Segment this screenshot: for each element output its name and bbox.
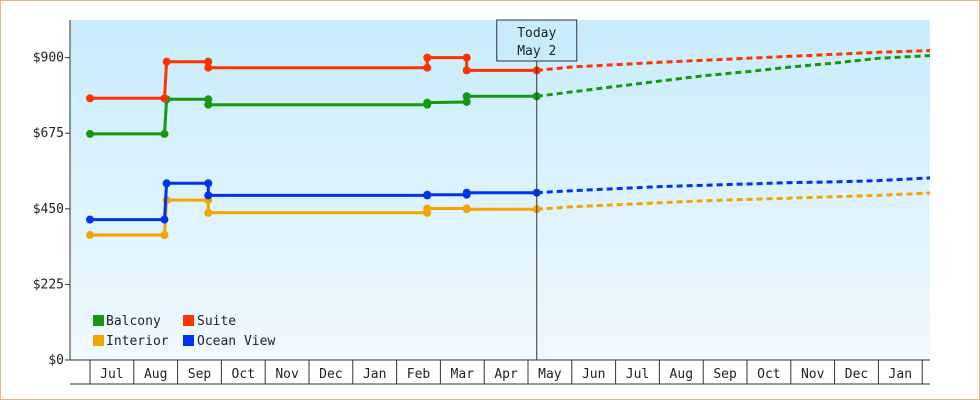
x-month-label: Nov [801,367,825,382]
x-month-label: Jan [363,367,386,382]
data-point-interior [423,204,432,213]
x-month-label: Dec [845,367,868,382]
x-month-label: Oct [757,367,780,382]
data-point-suite [86,94,94,103]
data-point-suite [462,66,471,75]
y-tick-label: $0 [48,353,64,368]
legend-swatch-suite [183,315,194,326]
x-month-label: Aug [670,367,693,382]
x-month-label: Jun [582,367,605,382]
data-point-suite [423,63,432,72]
data-point-balcony [423,98,432,107]
x-month-label: Nov [275,367,299,382]
data-point-interior [160,231,169,240]
data-point-suite [204,57,213,66]
legend-label-interior: Interior [106,334,169,349]
x-month-label: Apr [494,367,518,382]
legend-label-balcony: Balcony [106,314,161,329]
data-point-suite [162,57,171,66]
y-tick-label: $900 [33,51,64,66]
data-point-ocean-view [204,179,213,188]
series-line-suite [90,56,537,100]
x-month-label: Feb [407,367,431,382]
x-month-label: Mar [451,367,475,382]
x-month-label: Oct [232,367,255,382]
data-point-ocean-view [162,179,171,188]
today-marker-box [496,19,578,62]
data-point-suite [462,53,471,62]
data-point-interior [462,205,471,214]
series-forecast-balcony [536,54,931,98]
data-point-ocean-view [86,215,94,224]
x-month-label: Sep [713,367,737,382]
data-point-balcony [160,129,169,138]
data-point-balcony [462,97,471,106]
data-point-suite [204,63,213,72]
legend-swatch-ocean-view [183,335,194,346]
legend-swatch-balcony [93,315,104,326]
data-point-ocean-view [204,191,213,200]
y-tick-label: $225 [33,277,64,292]
data-point-balcony [204,100,213,109]
series-layer [86,49,931,240]
legend-label-ocean-view: Ocean View [197,334,275,349]
data-point-suite [423,53,432,62]
y-tick-label: $450 [33,202,64,217]
x-month-label: Dec [319,367,342,382]
data-point-ocean-view [462,188,471,197]
data-point-balcony [86,129,94,138]
legend: Balcony Suite Interior Ocean View [93,314,275,349]
data-point-ocean-view [423,190,432,199]
legend-swatch-interior [93,335,104,346]
x-axis-months: Jul Aug Sep Oct Nov Dec Jan Feb Mar Apr May Jun Jul A… [70,360,930,385]
x-month-label: Aug [144,367,167,382]
series-forecast-suite [536,49,931,72]
data-point-suite [160,94,169,103]
legend-label-suite: Suite [197,314,236,329]
data-point-balcony [462,92,471,101]
data-point-interior [86,231,94,240]
x-month-label: Jul [626,367,649,382]
today-date-label: May 2 [517,44,556,59]
today-label: Today [517,26,556,41]
data-point-ocean-view [160,215,169,224]
x-month-label: Sep [188,367,212,382]
x-month-label: Jul [100,367,123,382]
plot-area [70,20,930,360]
x-month-label: Jan [889,367,912,382]
x-month-label: May [538,367,562,382]
data-point-interior [204,208,213,217]
y-tick-label: $675 [33,126,64,141]
y-axis-ticks: $0 $225 $450 $675 $900 [33,51,70,368]
